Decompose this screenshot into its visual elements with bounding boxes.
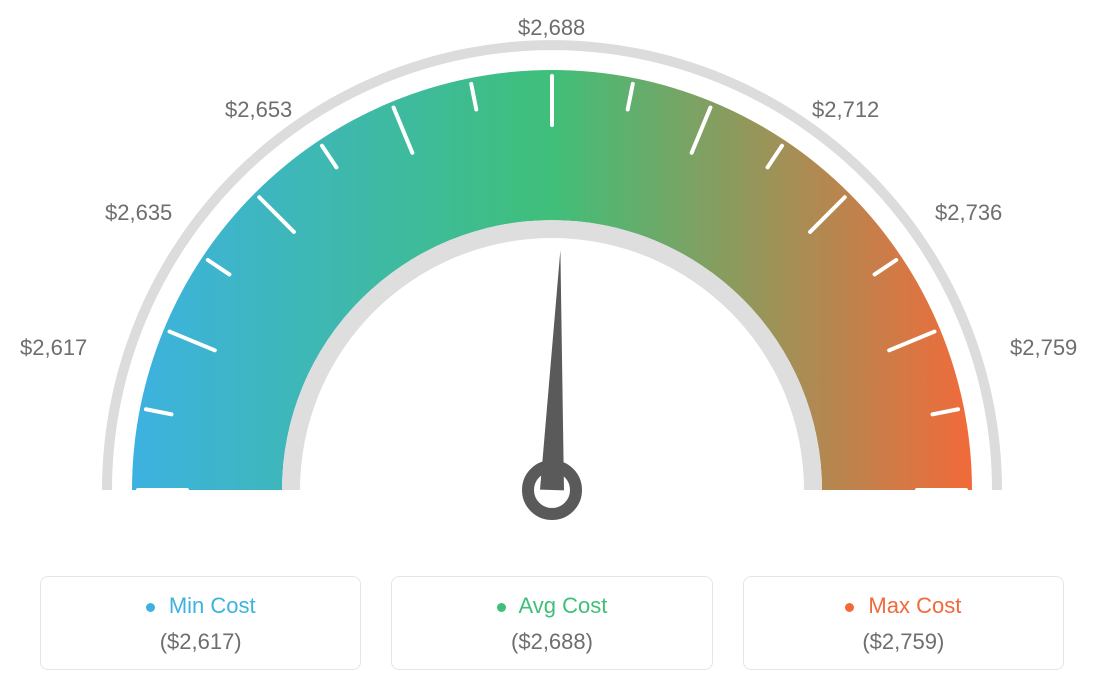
gauge-tick-label: $2,635 (105, 200, 172, 226)
gauge-area: $2,617 $2,635 $2,653 $2,688 $2,712 $2,736 $2,7… (0, 0, 1104, 560)
min-cost-card: Min Cost ($2,617) (40, 576, 361, 670)
avg-cost-title: Avg Cost (402, 593, 701, 619)
avg-cost-label: Avg Cost (519, 593, 608, 618)
avg-cost-card: Avg Cost ($2,688) (391, 576, 712, 670)
max-cost-title: Max Cost (754, 593, 1053, 619)
gauge-svg (72, 30, 1032, 550)
min-dot-icon (146, 603, 155, 612)
gauge-chart-container: $2,617 $2,635 $2,653 $2,688 $2,712 $2,736 $2,7… (0, 0, 1104, 690)
gauge-tick-label: $2,712 (812, 97, 879, 123)
gauge-tick-label: $2,688 (518, 15, 585, 41)
summary-cards: Min Cost ($2,617) Avg Cost ($2,688) Max … (40, 576, 1064, 670)
min-cost-value: ($2,617) (51, 629, 350, 655)
gauge-tick-label: $2,653 (225, 97, 292, 123)
gauge-tick-label: $2,736 (935, 200, 1002, 226)
avg-dot-icon (497, 603, 506, 612)
max-dot-icon (845, 603, 854, 612)
max-cost-label: Max Cost (868, 593, 961, 618)
max-cost-card: Max Cost ($2,759) (743, 576, 1064, 670)
gauge-tick-label: $2,759 (1010, 335, 1077, 361)
max-cost-value: ($2,759) (754, 629, 1053, 655)
min-cost-title: Min Cost (51, 593, 350, 619)
avg-cost-value: ($2,688) (402, 629, 701, 655)
min-cost-label: Min Cost (169, 593, 256, 618)
gauge-tick-label: $2,617 (20, 335, 87, 361)
